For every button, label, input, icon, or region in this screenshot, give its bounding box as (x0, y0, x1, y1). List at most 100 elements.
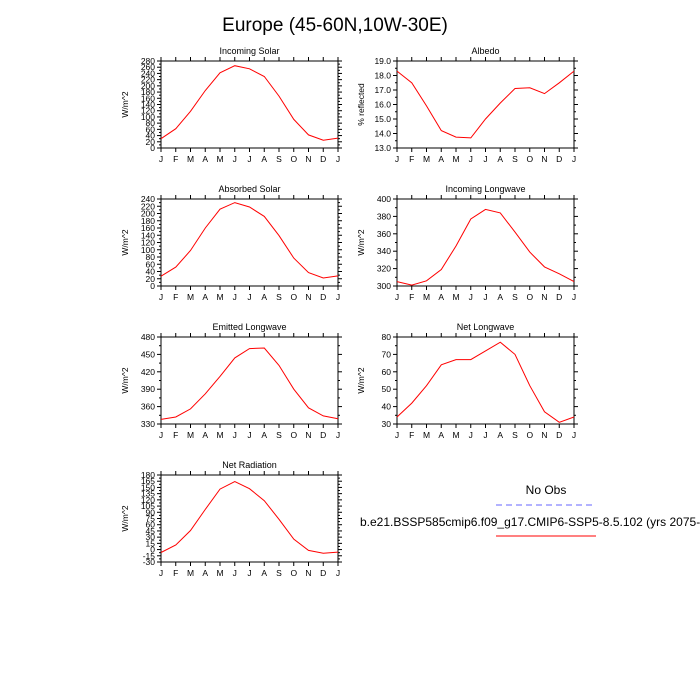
y-tick-label: 80 (146, 118, 156, 128)
x-tick-label: N (541, 154, 547, 164)
x-tick-label: J (159, 292, 163, 302)
y-tick-label: 90 (146, 507, 156, 517)
x-tick-label: M (216, 154, 223, 164)
x-tick-label: M (187, 568, 194, 578)
x-tick-label: J (247, 154, 251, 164)
x-tick-label: D (556, 430, 562, 440)
x-tick-label: J (572, 154, 576, 164)
y-tick-label: -15 (143, 551, 156, 561)
y-tick-label: 160 (141, 93, 155, 103)
y-tick-label: 40 (146, 267, 156, 277)
y-tick-label: 480 (141, 332, 155, 342)
y-tick-label: 180 (141, 87, 155, 97)
legend: No Obs b.e21.BSSP585cmip6.f09_g17.CMIP6-… (360, 483, 700, 537)
series-line (396, 70, 575, 139)
y-tick-label: 300 (377, 281, 391, 291)
y-tick-label: 220 (141, 75, 155, 85)
series-line (160, 65, 339, 141)
x-tick-label: S (512, 292, 518, 302)
x-tick-label: N (541, 430, 547, 440)
y-tick-label: 390 (141, 384, 155, 394)
panel-title: Incoming Solar (219, 46, 279, 56)
y-tick-label: 320 (377, 264, 391, 274)
x-tick-label: A (497, 430, 503, 440)
y-tick-label: 180 (141, 216, 155, 226)
x-tick-label: J (159, 568, 163, 578)
x-tick-label: J (233, 292, 237, 302)
x-tick-label: D (556, 154, 562, 164)
y-tick-label: 120 (141, 495, 155, 505)
x-tick-label: O (290, 430, 297, 440)
panel-title: Emitted Longwave (212, 322, 286, 332)
y-tick-label: 15 (146, 538, 156, 548)
panel: Net Radiation W/m^2 -30-150153045607590105… (120, 460, 342, 578)
x-tick-label: O (526, 430, 533, 440)
x-tick-label: J (159, 154, 163, 164)
y-axis-label: W/m^2 (120, 229, 130, 255)
y-tick-label: 14.0 (374, 129, 391, 139)
x-tick-label: A (438, 430, 444, 440)
y-tick-label: 60 (146, 124, 156, 134)
y-tick-label: 30 (382, 419, 392, 429)
panel-title: Net Radiation (222, 460, 277, 470)
x-tick-label: N (305, 568, 311, 578)
x-tick-label: J (233, 430, 237, 440)
y-tick-label: 360 (141, 402, 155, 412)
y-tick-label: 240 (141, 194, 155, 204)
x-tick-label: M (423, 292, 430, 302)
x-tick-label: O (290, 154, 297, 164)
series-line (160, 202, 339, 279)
y-tick-label: 50 (382, 384, 392, 394)
y-tick-label: 420 (141, 367, 155, 377)
panel-title: Absorbed Solar (218, 184, 280, 194)
y-tick-label: 15.0 (374, 114, 391, 124)
y-tick-label: 19.0 (374, 56, 391, 66)
x-tick-label: A (261, 430, 267, 440)
x-tick-label: S (276, 430, 282, 440)
x-tick-label: M (216, 292, 223, 302)
x-tick-label: S (512, 154, 518, 164)
x-tick-label: J (395, 430, 399, 440)
x-tick-label: J (469, 292, 473, 302)
panel: Emitted Longwave W/m^2 330 360 390 420 450 480 J… (120, 322, 342, 440)
y-tick-label: 330 (141, 419, 155, 429)
y-tick-label: 30 (146, 532, 156, 542)
x-tick-label: A (438, 154, 444, 164)
figure-title: Europe (45-60N,10W-30E) (222, 15, 448, 36)
y-tick-label: 220 (141, 201, 155, 211)
y-tick-label: 0 (150, 143, 155, 153)
x-tick-label: D (556, 292, 562, 302)
x-tick-label: J (233, 154, 237, 164)
x-tick-label: S (512, 430, 518, 440)
panel-title: Albedo (471, 46, 499, 56)
plot-frame (396, 198, 575, 287)
y-tick-label: 400 (377, 194, 391, 204)
x-tick-label: J (572, 292, 576, 302)
x-tick-label: A (261, 154, 267, 164)
plot-frame (396, 60, 575, 149)
x-tick-label: D (320, 292, 326, 302)
y-tick-label: 17.0 (374, 85, 391, 95)
x-tick-label: J (469, 154, 473, 164)
y-tick-label: 200 (141, 81, 155, 91)
y-tick-label: 260 (141, 62, 155, 72)
x-tick-label: F (409, 430, 414, 440)
x-tick-label: S (276, 568, 282, 578)
x-tick-label: A (261, 568, 267, 578)
x-tick-label: F (173, 568, 178, 578)
x-tick-label: A (202, 292, 208, 302)
y-tick-label: 16.0 (374, 100, 391, 110)
panel: Absorbed Solar W/m^2 020406080100120140160… (120, 184, 342, 302)
panels: Incoming SolarW/m^2020406080100120140160… (120, 46, 578, 578)
x-tick-label: J (336, 430, 340, 440)
x-tick-label: A (497, 292, 503, 302)
x-tick-label: M (423, 430, 430, 440)
panel: Albedo % reflected 13.0 14.0 15.0 16.0 17.0 18.… (356, 46, 578, 164)
y-tick-label: 18.0 (374, 71, 391, 81)
x-tick-label: O (526, 292, 533, 302)
x-tick-label: J (336, 568, 340, 578)
y-axis-label: W/m^2 (120, 505, 130, 531)
plot-frame (160, 474, 339, 563)
x-tick-label: F (173, 430, 178, 440)
